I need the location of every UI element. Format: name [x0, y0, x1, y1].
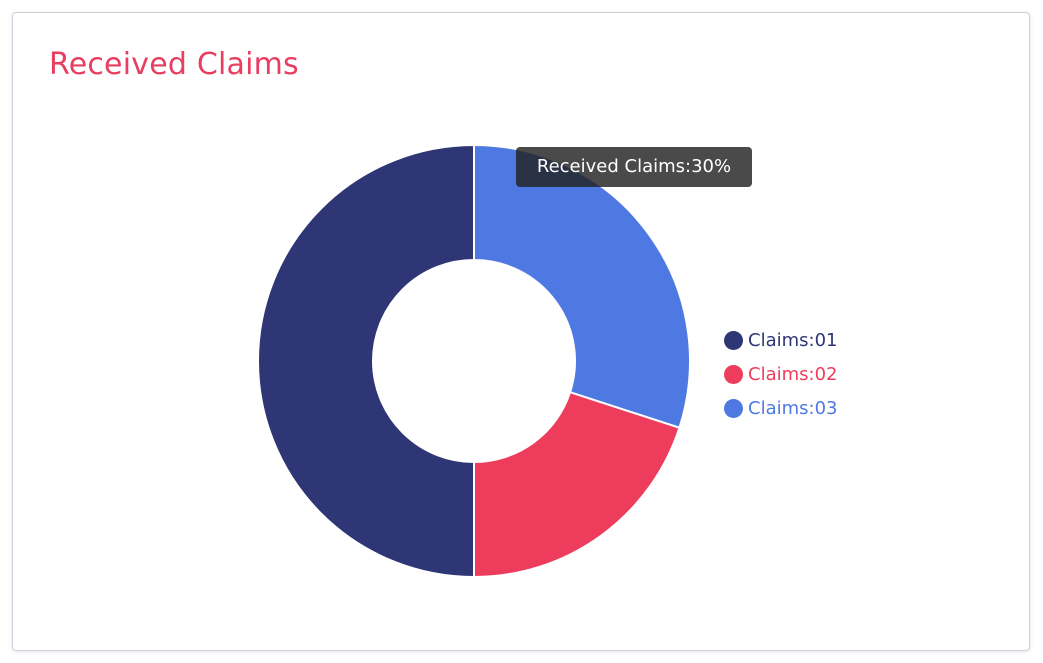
legend-item-claims-01[interactable]: Claims:01 [724, 323, 837, 357]
card-title: Received Claims [49, 47, 299, 82]
legend-dot-icon [724, 330, 743, 350]
legend-label: Claims:01 [748, 329, 838, 351]
legend-item-claims-02[interactable]: Claims:02 [724, 357, 837, 391]
legend-item-claims-03[interactable]: Claims:03 [724, 391, 837, 425]
legend-dot-icon [724, 364, 743, 384]
legend-label: Claims:02 [748, 363, 838, 385]
chart-legend: Claims:01 Claims:02 Claims:03 [724, 323, 837, 425]
chart-tooltip: Received Claims:30% [516, 147, 752, 187]
legend-label: Claims:03 [748, 397, 838, 419]
donut-slice-claims-02[interactable] [473, 390, 681, 579]
donut-slice-claims-03[interactable] [473, 143, 691, 430]
donut-slice-claims-01[interactable] [257, 143, 475, 579]
legend-dot-icon [724, 398, 743, 418]
donut-slices [257, 143, 691, 579]
